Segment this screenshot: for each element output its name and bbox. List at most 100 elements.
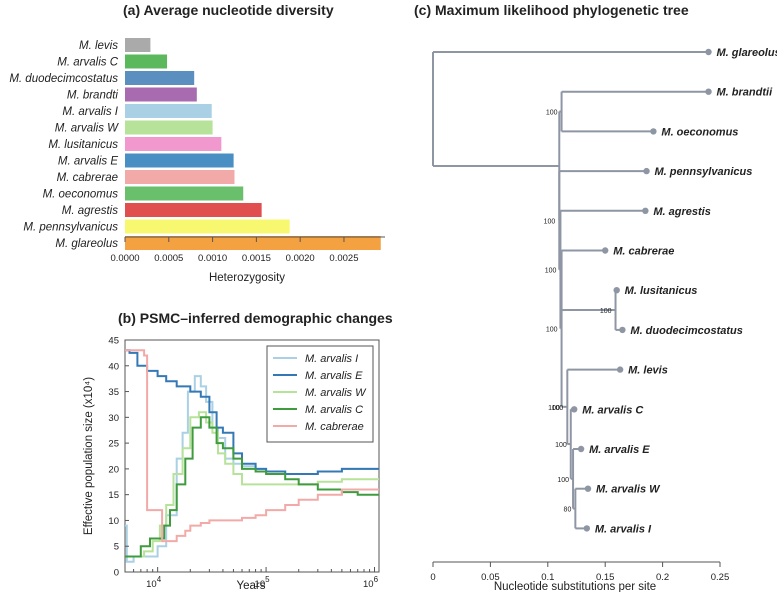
x-tick-label: 0.0020 bbox=[286, 253, 315, 264]
leaf-tip bbox=[643, 167, 650, 175]
leaf-tip bbox=[602, 247, 609, 254]
leaf-label: M. pennsylvanicus bbox=[655, 166, 753, 178]
x-tick-label: 0.0025 bbox=[329, 253, 358, 264]
x-tick-label: 105 bbox=[255, 575, 271, 590]
bar-10 bbox=[125, 203, 262, 217]
leaf-label: M. levis bbox=[628, 365, 668, 377]
y-tick-label: 15 bbox=[108, 490, 119, 501]
category-label: M. arvalis C bbox=[57, 57, 118, 69]
x-tick-exponent: 6 bbox=[374, 575, 379, 584]
leaf-label: M. agrestis bbox=[653, 206, 710, 218]
x-tick-label: 0.0010 bbox=[198, 253, 227, 264]
leaf-label: M. arvalis C bbox=[582, 404, 644, 416]
bootstrap-label: 100 bbox=[557, 477, 569, 484]
bootstrap-label: 100 bbox=[552, 405, 564, 412]
leaf-label: M. arvalis W bbox=[596, 484, 661, 496]
category-label: M. brandti bbox=[67, 90, 119, 102]
bar-3 bbox=[125, 87, 197, 102]
category-label: M. agrestis bbox=[62, 205, 118, 217]
category-label: M. arvalis W bbox=[55, 123, 119, 135]
leaf-tip bbox=[650, 128, 657, 135]
legend-label: M. arvalis E bbox=[305, 370, 363, 382]
panel-b-x-axis-label: Years bbox=[237, 580, 266, 592]
x-tick-base: 10 bbox=[146, 579, 157, 590]
bootstrap-label: 100 bbox=[555, 442, 567, 449]
x-tick-label: 0.25 bbox=[711, 572, 730, 583]
leaf-label: M. brandtii bbox=[717, 87, 774, 99]
bootstrap-label: 100 bbox=[546, 110, 558, 117]
bar-11 bbox=[125, 219, 290, 234]
category-label: M. arvalis E bbox=[58, 156, 118, 168]
y-tick-label: 20 bbox=[108, 464, 119, 475]
x-tick-exponent: 5 bbox=[265, 575, 270, 584]
x-tick-label: 0.15 bbox=[596, 572, 615, 583]
bar-4 bbox=[125, 104, 212, 118]
x-tick-base: 10 bbox=[255, 579, 266, 590]
panel-b-line-chart: (b) PSMC–inferred demographic changes 0 5… bbox=[83, 310, 393, 592]
category-label: M. levis bbox=[79, 40, 118, 52]
leaf-tip bbox=[613, 287, 620, 294]
bootstrap-label: 100 bbox=[545, 268, 557, 275]
category-label: M. duodecimcostatus bbox=[9, 73, 118, 85]
legend-label: M. arvalis I bbox=[305, 353, 358, 365]
bootstrap-label: 100 bbox=[546, 327, 558, 334]
leaf-tip bbox=[584, 485, 592, 492]
y-tick-label: 10 bbox=[108, 516, 119, 527]
bar-12 bbox=[125, 236, 381, 250]
y-tick-label: 5 bbox=[114, 542, 119, 553]
leaf-label: M. duodecimcostatus bbox=[630, 325, 742, 337]
panel-c-x-axis-label: Nucleotide substitutions per site bbox=[494, 581, 656, 592]
bar-6 bbox=[125, 137, 222, 151]
panel-b-legend: M. arvalis I M. arvalis E M. arvalis W M. a… bbox=[266, 345, 374, 443]
y-tick-label: 35 bbox=[108, 387, 119, 398]
category-label: M. cabrerae bbox=[57, 172, 118, 184]
leaf-label: M. oeconomus bbox=[661, 126, 738, 138]
leaf-label: M. arvalis E bbox=[589, 444, 650, 456]
leaf-label: M. lusitanicus bbox=[625, 285, 698, 297]
x-tick-label: 0.05 bbox=[481, 572, 500, 583]
x-tick-label: 0.0015 bbox=[242, 253, 271, 264]
bar-7 bbox=[125, 153, 234, 168]
bar-8 bbox=[125, 170, 235, 184]
x-tick-label: 104 bbox=[146, 575, 162, 590]
bar-0 bbox=[125, 38, 151, 52]
y-tick-label: 25 bbox=[108, 439, 119, 450]
panel-b-y-axis-label: Effective population size (x10⁴) bbox=[83, 377, 95, 535]
leaf-tip bbox=[571, 406, 578, 413]
leaf-label: M. glareolus bbox=[717, 47, 777, 59]
panel-c-phylogenetic-tree: (c) Maximum likelihood phylogenetic tree… bbox=[414, 2, 777, 592]
leaf-tip bbox=[705, 48, 712, 56]
panel-b-plot-frame bbox=[124, 339, 380, 573]
leaf-tip bbox=[619, 326, 626, 334]
panel-c-title: (c) Maximum likelihood phylogenetic tree bbox=[414, 2, 689, 18]
x-tick-base: 10 bbox=[363, 579, 374, 590]
bootstrap-label: 80 bbox=[564, 507, 572, 514]
x-tick-label: 0.1 bbox=[541, 572, 554, 583]
x-tick-label: 0.0005 bbox=[154, 253, 183, 264]
leaf-tip bbox=[705, 88, 712, 95]
category-label: M. glareolus bbox=[55, 238, 118, 250]
leaf-label: M. cabrerae bbox=[613, 246, 674, 258]
leaf-tip bbox=[642, 207, 649, 214]
x-tick-label: 0.0000 bbox=[110, 253, 139, 264]
bootstrap-label: 100 bbox=[600, 308, 612, 315]
y-tick-label: 30 bbox=[108, 413, 119, 424]
panel-a-title: (a) Average nucleotide diversity bbox=[123, 2, 334, 18]
bar-2 bbox=[125, 71, 195, 85]
category-label: M. lusitanicus bbox=[48, 139, 118, 151]
legend-label: M. arvalis C bbox=[305, 404, 363, 416]
leaf-tip bbox=[577, 445, 585, 453]
panel-b-title: (b) PSMC–inferred demographic changes bbox=[118, 310, 393, 326]
bootstrap-label: 100 bbox=[548, 405, 560, 412]
x-tick-label: 0 bbox=[430, 572, 435, 583]
y-tick-label: 0 bbox=[114, 568, 119, 579]
x-tick-exponent: 4 bbox=[157, 575, 162, 584]
panel-a-x-axis-label: Heterozygosity bbox=[209, 272, 285, 284]
y-tick-label: 40 bbox=[108, 361, 119, 372]
series-line-1 bbox=[125, 349, 379, 475]
bar-5 bbox=[125, 120, 213, 135]
category-label: M. arvalis I bbox=[62, 106, 118, 118]
legend-label: M. arvalis W bbox=[305, 387, 367, 399]
panel-a-bar-chart: (a) Average nucleotide diversity M. levi… bbox=[9, 2, 385, 284]
